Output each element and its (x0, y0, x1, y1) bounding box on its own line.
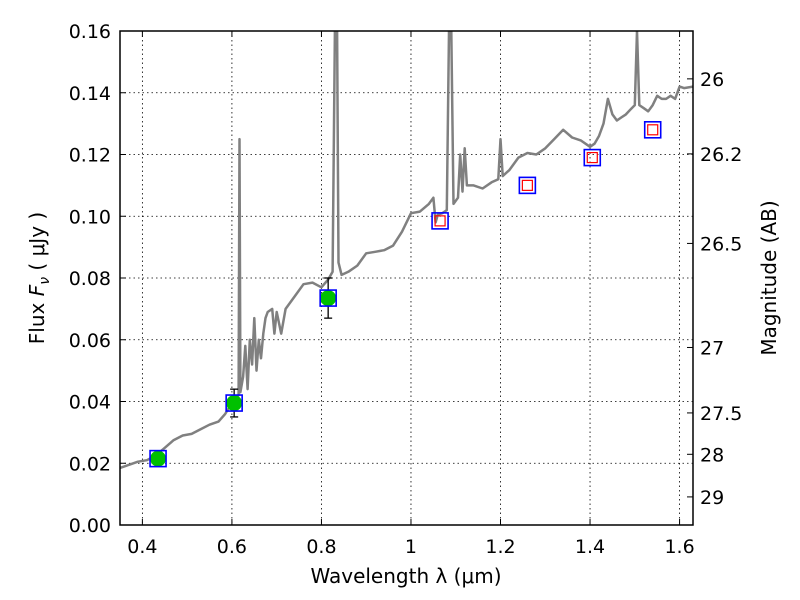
y-tick-label: 0.02 (69, 453, 111, 475)
x-tick-label: 1.4 (575, 536, 605, 558)
upper-limit-square (647, 124, 659, 136)
x-tick-label: 0.4 (127, 536, 157, 558)
data-series (120, 31, 693, 470)
axis-ticks: 0.4 0.6 0.8 1 1.2 1.4 1.6 0.00 0.02 0.04 0.06 0.08 0… (69, 21, 743, 558)
upper-limit-square (434, 215, 446, 227)
spectrum-line (120, 31, 693, 470)
y-tick-label: 0.06 (69, 330, 111, 352)
y-tick-label: 0.08 (69, 268, 111, 290)
magnitude-tick-label: 26.2 (700, 144, 742, 166)
model-photometry-square (225, 394, 243, 412)
model-photometry-square (643, 121, 662, 139)
right-axis-label: Magnitude (AB) (757, 200, 781, 355)
model-photometry-square (583, 148, 602, 167)
y-axis-label-symbol: F (25, 284, 49, 296)
x-tick-label: 0.8 (306, 536, 336, 558)
magnitude-tick-label: 28 (700, 444, 724, 466)
magnitude-tick-label: 27 (700, 337, 724, 359)
detection-point (320, 290, 337, 307)
upper-limit-square (586, 151, 598, 164)
detection-point (150, 450, 167, 467)
grid-lines (120, 31, 693, 525)
magnitude-tick-label: 27.5 (700, 403, 742, 425)
x-tick-label: 1 (405, 536, 417, 558)
y-tick-label: 0.16 (69, 21, 111, 43)
x-tick-label: 0.6 (217, 536, 247, 558)
model-photometry-square (319, 289, 337, 307)
model-photometry-square (149, 449, 167, 468)
magnitude-tick-label: 26.5 (700, 233, 742, 255)
magnitude-tick-label: 26 (700, 69, 724, 91)
y-axis-label: Flux Fν ( μJy ) (25, 212, 53, 344)
y-axis-label-prefix: Flux (25, 296, 49, 344)
model-photometry-square (431, 212, 449, 230)
x-axis-label: Wavelength λ (μm) (310, 564, 501, 588)
y-axis-label-subscript: ν (37, 277, 53, 285)
y-tick-label: 0.10 (69, 206, 111, 228)
model-photometry-square (518, 176, 537, 195)
y-tick-label: 0.12 (69, 145, 111, 167)
y-axis-label-suffix: ( μJy ) (25, 212, 49, 277)
magnitude-tick-label: 29 (700, 487, 724, 509)
y-tick-label: 0.04 (69, 392, 111, 414)
upper-limit-square (521, 179, 533, 191)
x-tick-label: 1.6 (664, 536, 694, 558)
y-tick-label: 0.00 (69, 515, 111, 537)
detection-point (226, 395, 243, 412)
x-tick-label: 1.2 (485, 536, 515, 558)
y-tick-label: 0.14 (69, 83, 111, 105)
